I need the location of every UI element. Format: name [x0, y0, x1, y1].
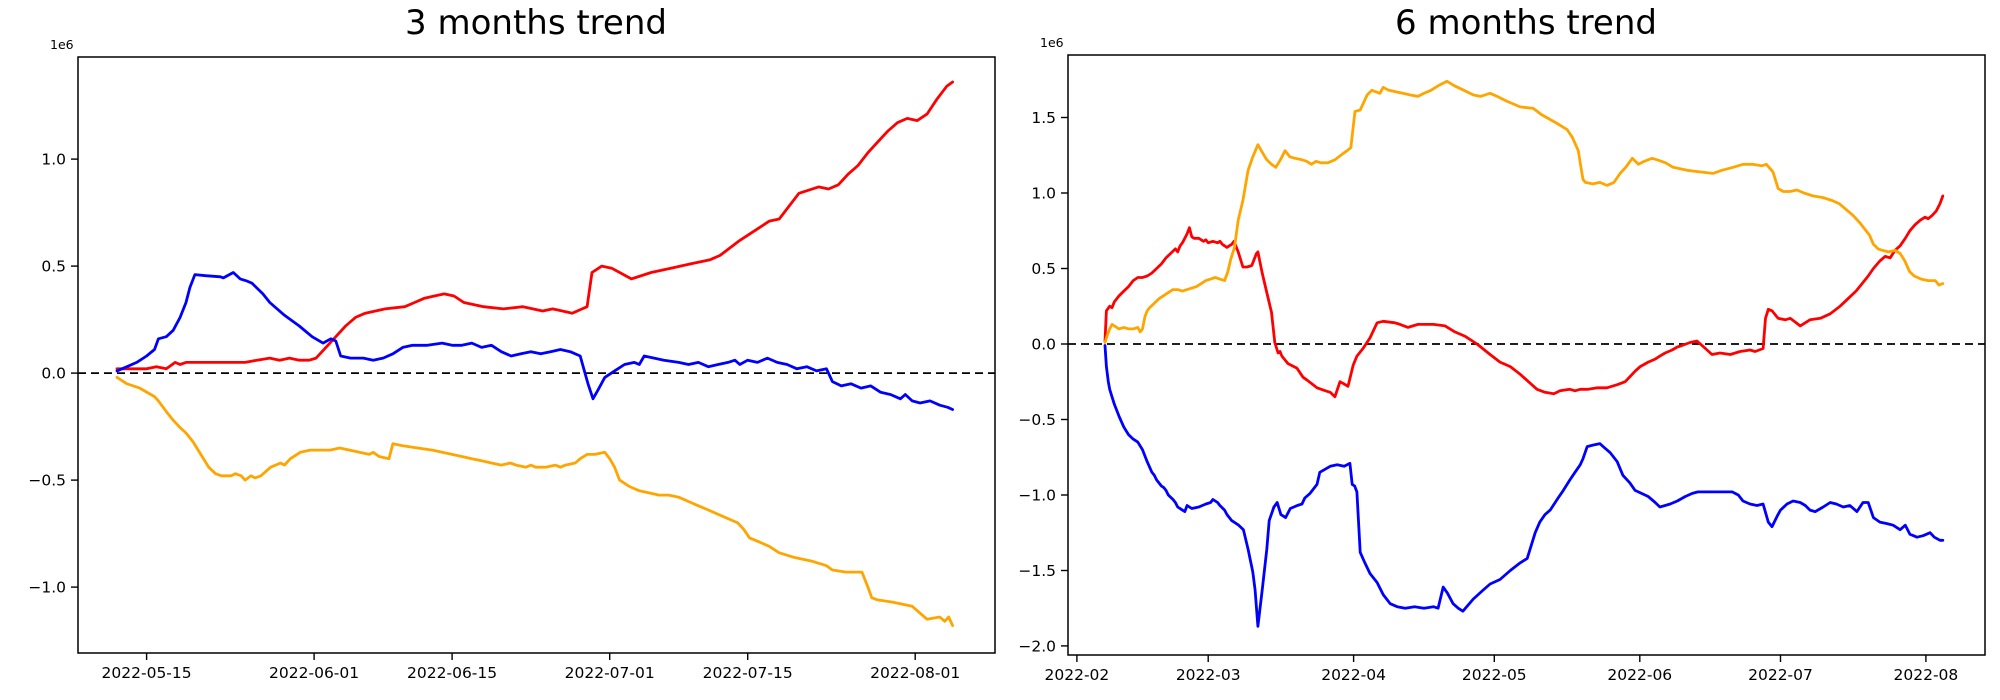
y-tick-label: −1.5 — [1018, 562, 1056, 580]
y-tick-label: 1.5 — [1031, 109, 1056, 127]
blue-series-line — [1103, 344, 1945, 628]
x-tick-label: 2022-06 — [1607, 666, 1672, 684]
chart-2-plot-area: 1.5 1.0 0.5 0.0 −0.5 −1.0 −1.5 −2.0 2022-02 2022-… — [1018, 54, 1986, 684]
x-tick-label: 2022-07-15 — [703, 664, 793, 682]
y-tick-label: 0.5 — [1031, 260, 1056, 278]
y-tick-label: 0.0 — [41, 365, 66, 383]
x-tick-label: 2022-08-01 — [870, 664, 960, 682]
chart-6-months-y-offset-label: 1e6 — [1040, 35, 1064, 50]
red-series-line — [115, 80, 954, 371]
red-series-line — [1103, 194, 1945, 399]
x-tick-label: 2022-06-01 — [269, 664, 359, 682]
y-tick-label: 1.0 — [1031, 185, 1056, 203]
y-tick-label: 0.0 — [1031, 336, 1056, 354]
y-tick-label: −1.0 — [1018, 487, 1056, 505]
blue-series-line — [115, 271, 954, 411]
orange-series-line — [1103, 79, 1945, 344]
y-tick-label: 0.5 — [41, 258, 66, 276]
x-tick-label: 2022-06-15 — [407, 664, 497, 682]
x-tick-label: 2022-02 — [1045, 666, 1110, 684]
chart-3-months-y-offset-label: 1e6 — [50, 37, 74, 52]
x-tick-label: 2022-04 — [1321, 666, 1386, 684]
y-tick-label: 1.0 — [41, 151, 66, 169]
plot-frame — [1067, 54, 1986, 656]
chart-1-plot-area: 1.0 0.5 0.0 −0.5 −1.0 2022-05-15 2022-06-01 202… — [28, 56, 996, 682]
x-tick-label: 2022-05 — [1462, 666, 1527, 684]
y-tick-label: −0.5 — [28, 472, 66, 490]
chart-6-months-title: 6 months trend — [1395, 3, 1657, 43]
x-tick-label: 2022-07-01 — [565, 664, 655, 682]
plot-frame — [77, 56, 996, 654]
orange-series-line — [115, 375, 954, 627]
y-tick-label: −0.5 — [1018, 411, 1056, 429]
y-tick-label: −2.0 — [1018, 637, 1056, 655]
x-tick-label: 2022-07 — [1748, 666, 1813, 684]
chart-3-months-title: 3 months trend — [405, 3, 667, 43]
x-tick-label: 2022-05-15 — [102, 664, 192, 682]
y-tick-label: −1.0 — [28, 579, 66, 597]
x-tick-label: 2022-03 — [1176, 666, 1241, 684]
x-tick-label: 2022-08 — [1894, 666, 1959, 684]
